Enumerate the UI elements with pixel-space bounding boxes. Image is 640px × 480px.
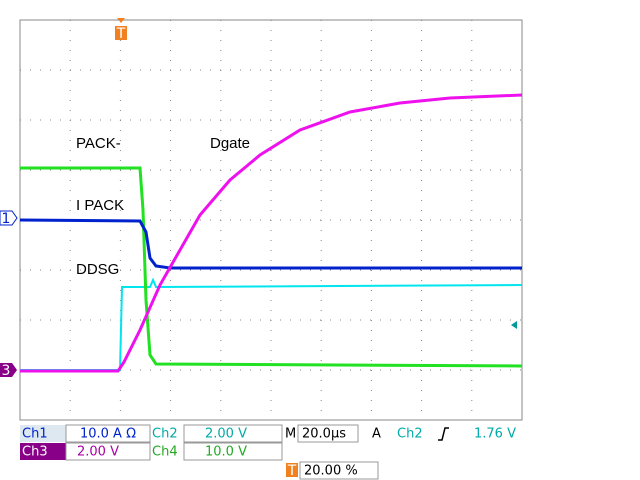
status-text: 20.0µs: [302, 427, 346, 442]
status-text: 1.76 V: [474, 427, 516, 442]
status-cell: [299, 461, 379, 480]
trace-label: I PACK: [76, 197, 124, 214]
ch3-marker: [0, 363, 17, 377]
trace-ch3: [20, 93, 523, 373]
status-text: Ch3: [22, 445, 48, 460]
status-cell: [65, 424, 151, 443]
status-cell: [183, 424, 283, 443]
status-text: M: [285, 427, 296, 442]
trigger-arrow: [117, 18, 125, 23]
status-text: Ch1: [22, 427, 48, 442]
status-text: Ch2: [397, 427, 423, 442]
ch1-marker: [0, 210, 18, 226]
graticule: [20, 20, 522, 420]
trigger-level-marker: [511, 321, 517, 329]
ch1-marker-label: 1: [2, 211, 11, 227]
trace-ch2: [20, 277, 523, 371]
status-text: 10.0 V: [205, 445, 247, 460]
slope-icon: [438, 427, 449, 441]
status-text: Ch2: [152, 427, 178, 442]
trace-ch4: [20, 166, 523, 368]
trigger-icon-label: T: [287, 463, 297, 479]
trigger-marker: [115, 26, 127, 40]
status-text: 10.0 A Ω: [80, 427, 136, 442]
status-cell: [297, 424, 359, 443]
trigger-icon: [286, 463, 298, 477]
trigger-marker-label: T: [116, 26, 126, 42]
status-cell: [65, 442, 151, 461]
trace-label: DDSG: [76, 261, 119, 278]
status-text: 2.00 V: [205, 427, 247, 442]
status-text: Ch4: [152, 445, 178, 460]
status-text: A: [372, 427, 381, 442]
status-cell: [20, 425, 66, 442]
status-cell: [183, 442, 283, 461]
status-text: 2.00 V: [77, 445, 119, 460]
status-cell: [20, 443, 66, 460]
trace-label: Dgate: [210, 135, 250, 152]
ch3-marker-label: 3: [2, 363, 11, 379]
trace-label: PACK-: [76, 135, 121, 152]
status-text: 20.00 %: [304, 464, 358, 479]
